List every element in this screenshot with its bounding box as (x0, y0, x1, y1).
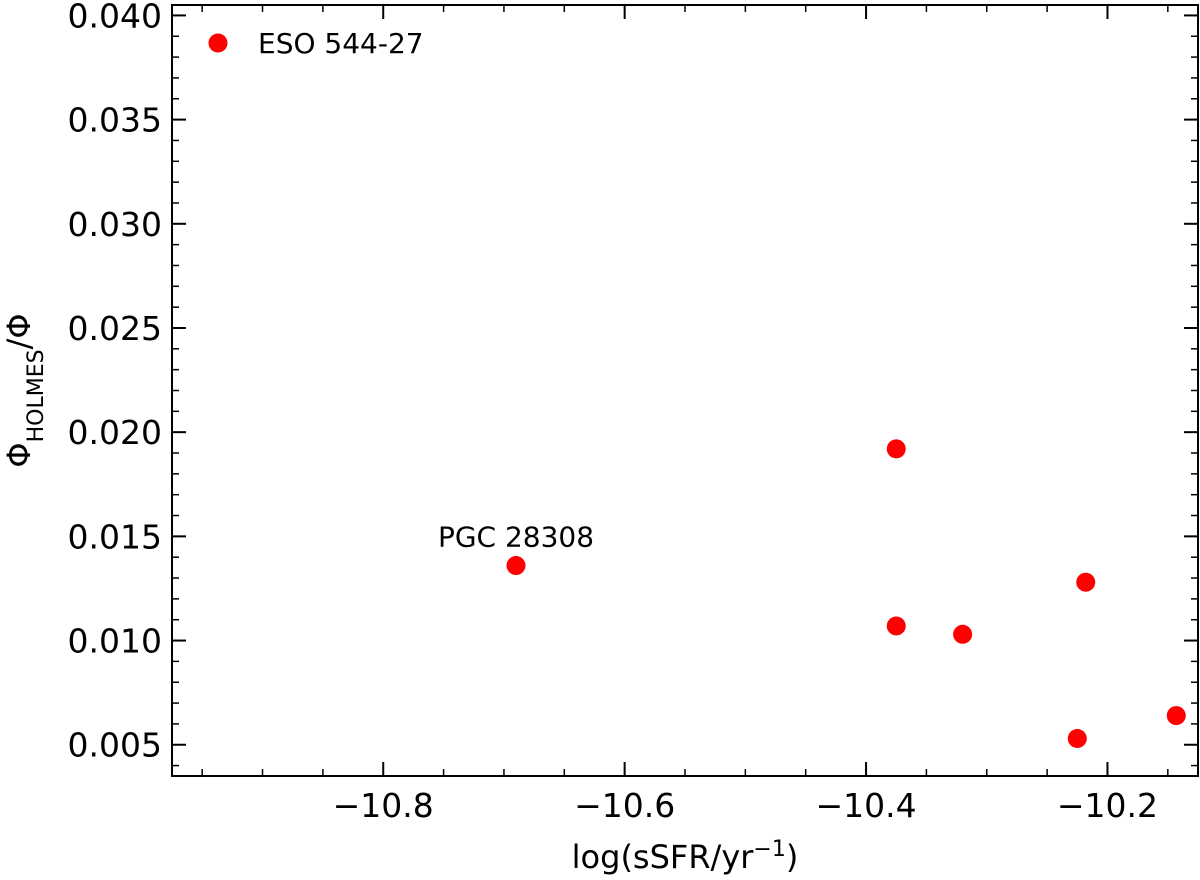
plot-frame (171, 4, 1199, 777)
legend: ESO 544-27 (208, 27, 424, 60)
y-axis-title: ΦHOLMES/Φ (0, 313, 49, 467)
annotation-label: PGC 28308 (438, 521, 594, 554)
data-point (953, 624, 973, 644)
data-point (1067, 728, 1087, 748)
y-tick-label: 0.040 (68, 0, 162, 35)
y-tick-label: 0.025 (68, 309, 162, 348)
x-axis-title-close: ) (786, 838, 798, 876)
x-tick-label: −10.6 (574, 786, 675, 825)
x-tick-label: −10.8 (333, 786, 434, 825)
annotations: PGC 28308 (438, 521, 594, 554)
major-ticks (172, 5, 1198, 776)
x-axis-title-main: log(sSFR/yr (572, 838, 755, 876)
y-axis-title-main: Φ (0, 442, 38, 467)
y-tick-label: 0.015 (68, 517, 162, 556)
y-tick-label: 0.010 (68, 622, 162, 661)
y-tick-label: 0.030 (68, 205, 162, 244)
data-point (886, 616, 906, 636)
y-axis-title-tail: /Φ (0, 313, 38, 349)
data-points (506, 439, 1186, 748)
legend-label: ESO 544-27 (258, 27, 424, 60)
minor-ticks (172, 5, 1198, 776)
y-tick-label: 0.020 (68, 413, 162, 452)
data-point (506, 556, 526, 576)
x-axis-title-superscript: −1 (753, 837, 785, 862)
tick-labels: −10.8 −10.6 −10.4 −10.2 0.005 0.010 0.015 0.020… (68, 0, 1159, 825)
x-axis-title: log(sSFR/yr−1) (572, 837, 799, 877)
data-point (886, 439, 906, 459)
x-tick-label: −10.2 (1057, 786, 1158, 825)
legend-marker (208, 33, 228, 53)
y-axis-title-subscript: HOLMES (24, 349, 49, 442)
x-tick-label: −10.4 (815, 786, 916, 825)
data-point (1166, 706, 1186, 726)
y-tick-label: 0.005 (68, 726, 162, 765)
data-point (1076, 572, 1096, 592)
y-tick-label: 0.035 (68, 101, 162, 140)
